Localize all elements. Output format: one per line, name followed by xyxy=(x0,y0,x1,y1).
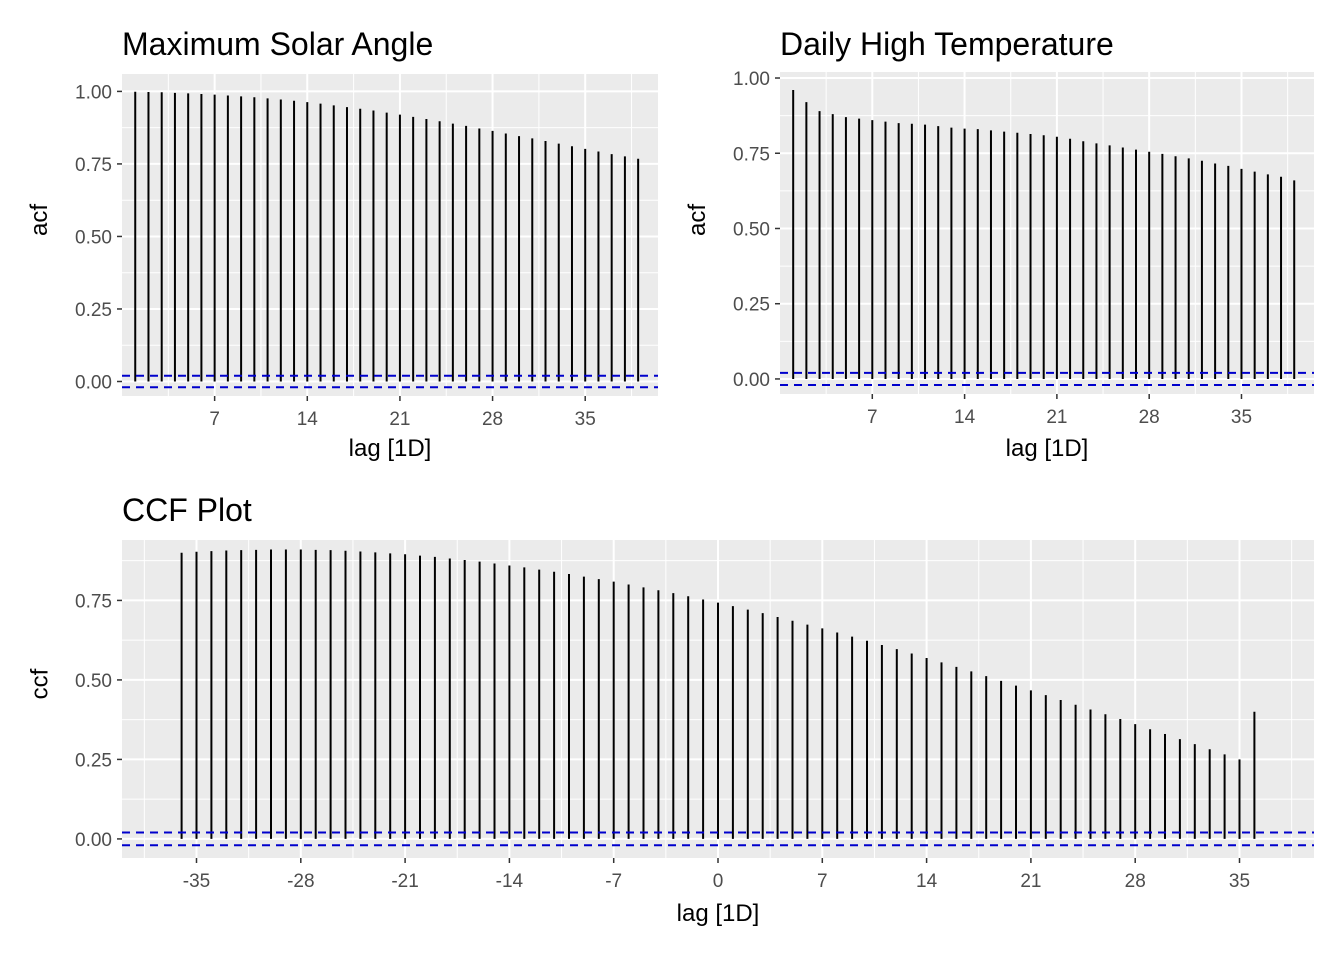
x-axis-label: lag [1D] xyxy=(676,900,760,927)
x-tick-label: 28 xyxy=(482,409,503,430)
y-tick-label: 0.75 xyxy=(75,591,112,612)
x-tick-label: 14 xyxy=(954,407,976,428)
x-tick-label: 7 xyxy=(817,871,828,892)
x-tick-label: 7 xyxy=(867,407,878,428)
x-axis-label: lag [1D] xyxy=(1005,435,1089,462)
x-tick-label: -14 xyxy=(496,871,524,892)
x-tick-label: -28 xyxy=(287,871,314,892)
panel-background xyxy=(780,72,1314,394)
chart-title: Maximum Solar Angle xyxy=(122,26,434,62)
x-tick-label: 35 xyxy=(575,409,596,430)
x-tick-label: 0 xyxy=(713,871,724,892)
x-tick-label: 21 xyxy=(1046,407,1067,428)
y-tick-label: 0.00 xyxy=(733,370,770,391)
y-tick-label: 0.00 xyxy=(75,372,112,393)
y-tick-label: 0.75 xyxy=(75,155,112,176)
x-tick-label: 28 xyxy=(1139,407,1160,428)
x-tick-label: 14 xyxy=(916,871,938,892)
y-tick-label: 1.00 xyxy=(75,82,112,103)
x-tick-label: 21 xyxy=(389,409,410,430)
chart-title: Daily High Temperature xyxy=(780,26,1114,62)
x-axis-label: lag [1D] xyxy=(348,435,432,462)
x-tick-label: 14 xyxy=(297,409,319,430)
x-tick-label: -7 xyxy=(605,871,622,892)
x-tick-label: -21 xyxy=(391,871,418,892)
y-tick-label: 0.50 xyxy=(75,227,112,248)
y-tick-label: 0.00 xyxy=(75,830,112,851)
x-tick-label: -35 xyxy=(183,871,210,892)
x-tick-label: 21 xyxy=(1020,871,1041,892)
x-tick-label: 35 xyxy=(1229,871,1250,892)
x-tick-label: 7 xyxy=(209,409,220,430)
x-tick-label: 35 xyxy=(1231,407,1252,428)
x-tick-label: 28 xyxy=(1125,871,1146,892)
y-tick-label: 0.75 xyxy=(733,144,770,165)
y-tick-label: 0.25 xyxy=(75,750,112,771)
y-tick-label: 0.50 xyxy=(733,219,770,240)
y-tick-label: 0.25 xyxy=(733,295,770,316)
y-tick-label: 0.50 xyxy=(75,671,112,692)
chart-title: CCF Plot xyxy=(122,492,252,528)
y-tick-label: 1.00 xyxy=(733,69,770,90)
y-tick-label: 0.25 xyxy=(75,300,112,321)
